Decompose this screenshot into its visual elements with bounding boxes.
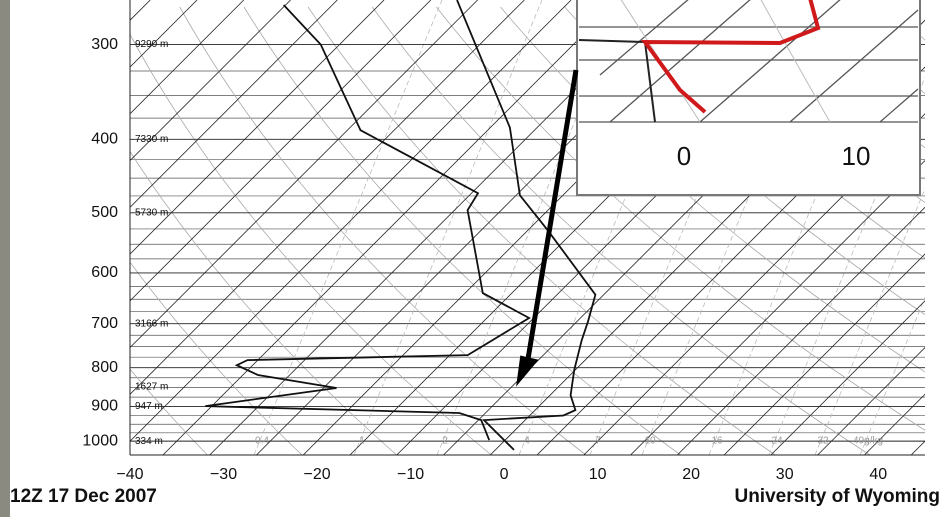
height-label: 9290 m bbox=[135, 39, 168, 50]
x-tick-label: −20 bbox=[303, 466, 330, 483]
height-label: 7330 m bbox=[135, 134, 168, 145]
dry-adiabat bbox=[130, 33, 492, 455]
dry-adiabat bbox=[130, 150, 397, 455]
minor-isotherm bbox=[130, 0, 478, 349]
dry-adiabat bbox=[307, 6, 776, 455]
x-tick-label: 0 bbox=[500, 466, 509, 483]
y-tick-label: 900 bbox=[91, 398, 118, 415]
minor-isotherm bbox=[630, 159, 925, 455]
minor-isotherm bbox=[130, 0, 525, 395]
mixing-ratio-line bbox=[353, 0, 543, 455]
y-tick-label: 700 bbox=[91, 315, 118, 332]
arrow-head bbox=[516, 355, 539, 387]
height-label: 334 m bbox=[135, 436, 163, 447]
mixing-ratio-label: 7 bbox=[595, 436, 601, 447]
y-tick-label: 400 bbox=[91, 131, 118, 148]
minor-isotherm bbox=[130, 0, 245, 115]
mixing-ratio-label: 2 bbox=[442, 436, 448, 447]
dry-adiabat bbox=[179, 6, 587, 455]
arrow-shaft bbox=[524, 69, 579, 366]
inset-tick-label: 10 bbox=[842, 141, 871, 171]
y-tick-label: 1000 bbox=[82, 432, 118, 449]
dry-adiabat bbox=[0, 7, 113, 455]
dry-adiabat bbox=[130, 261, 303, 455]
minor-isotherm bbox=[0, 0, 103, 455]
inset: 0 10 bbox=[576, 0, 921, 196]
mixing-ratio-label: 1 bbox=[359, 436, 365, 447]
minor-isotherm bbox=[130, 0, 432, 302]
mixing-ratio-line bbox=[253, 0, 443, 455]
dry-adiabat bbox=[436, 6, 925, 431]
x-tick-label: −30 bbox=[210, 466, 237, 483]
mixing-ratio-label: 32 bbox=[817, 436, 829, 447]
isotherm bbox=[130, 0, 572, 442]
minor-isotherm bbox=[723, 253, 925, 455]
minor-isotherm bbox=[130, 0, 385, 255]
x-tick-label: 20 bbox=[682, 466, 700, 483]
footer-date: 12Z 17 Dec 2007 bbox=[10, 486, 157, 507]
dry-adiabat bbox=[371, 6, 871, 455]
dry-adiabat bbox=[243, 6, 681, 455]
mixing-ratio-label: 40g/kg bbox=[853, 436, 883, 447]
minor-isotherm bbox=[130, 0, 291, 162]
minor-isotherm bbox=[162, 0, 619, 455]
x-tick-label: −10 bbox=[397, 466, 424, 483]
profile-line bbox=[456, 0, 597, 451]
dry-adiabat bbox=[500, 6, 925, 373]
minor-isotherm bbox=[130, 0, 338, 208]
mixing-ratio-label: 24 bbox=[771, 436, 783, 447]
footer-source: University of Wyoming bbox=[734, 486, 940, 507]
isotherm bbox=[583, 113, 925, 455]
height-label: 1627 m bbox=[135, 382, 168, 393]
background-strip bbox=[0, 0, 10, 517]
inset-temperature bbox=[641, 0, 821, 114]
x-tick-label: 10 bbox=[589, 466, 607, 483]
mixing-ratio-label: 16 bbox=[711, 436, 723, 447]
y-tick-label: 300 bbox=[91, 36, 118, 53]
labels: 0.4 1 2 4 7 10 16 24 32 40g/kg 1627 m 30… bbox=[82, 36, 883, 450]
isotherm bbox=[770, 300, 925, 455]
inset-frame bbox=[576, 0, 921, 196]
height-label: 3166 m bbox=[135, 318, 168, 329]
mixing-ratio-line bbox=[859, 296, 925, 455]
y-tick-label: 500 bbox=[91, 204, 118, 221]
minor-isotherm bbox=[817, 347, 925, 455]
height-label: 947 m bbox=[135, 401, 163, 412]
mixing-ratio-label: 10 bbox=[644, 436, 656, 447]
minor-isotherm bbox=[130, 0, 151, 21]
profile-line bbox=[205, 4, 531, 441]
y-tick-label: 600 bbox=[91, 264, 118, 281]
x-tick-label: −40 bbox=[116, 466, 143, 483]
mixing-ratio-label: 4 bbox=[524, 436, 530, 447]
inset-tick-label: 0 bbox=[677, 141, 691, 171]
y-tick-label: 800 bbox=[91, 359, 118, 376]
x-tick-label: 30 bbox=[776, 466, 794, 483]
x-tick-label: 40 bbox=[869, 466, 887, 483]
mixing-ratio-label: 0.4 bbox=[255, 436, 269, 447]
height-label: 5730 m bbox=[135, 207, 168, 218]
dry-adiabat bbox=[130, 368, 208, 455]
isotherm bbox=[677, 206, 925, 455]
